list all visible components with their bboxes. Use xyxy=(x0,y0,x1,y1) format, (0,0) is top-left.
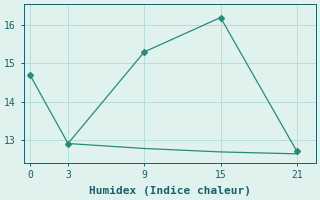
X-axis label: Humidex (Indice chaleur): Humidex (Indice chaleur) xyxy=(89,186,251,196)
